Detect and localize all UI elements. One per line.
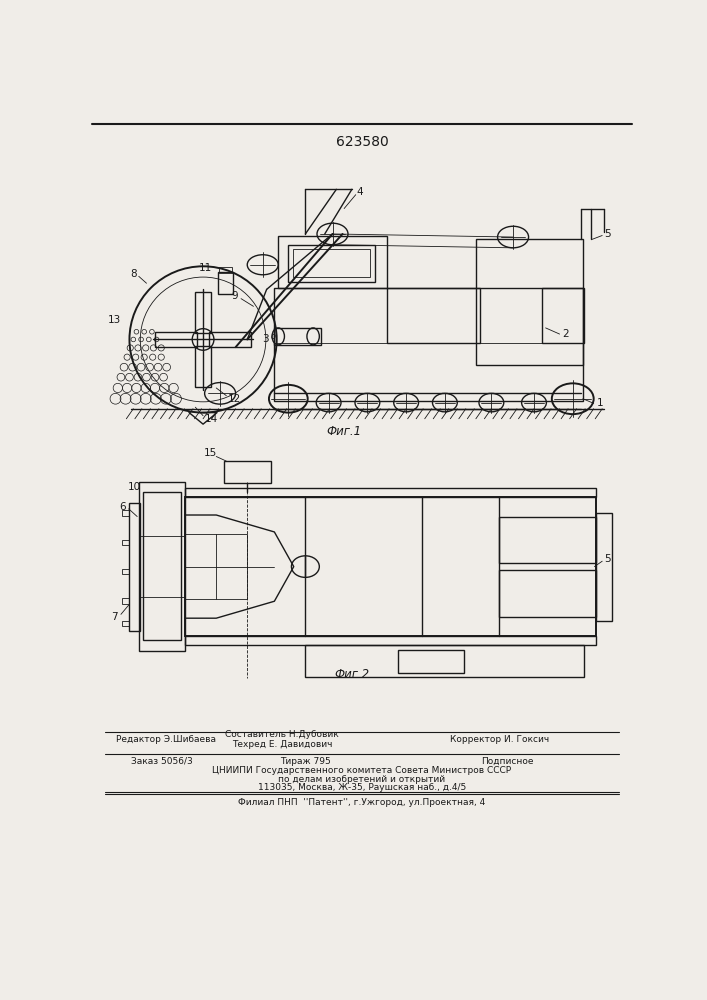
Bar (155, 332, 197, 347)
Text: Фиг.2: Фиг.2 (334, 668, 370, 681)
Bar (185, 497, 596, 636)
Text: 7: 7 (111, 612, 118, 622)
Bar (288, 245, 375, 282)
Text: Подписное: Подписное (481, 757, 533, 766)
Text: по делам изобретений и открытий: по делам изобретений и открытий (279, 775, 445, 784)
Text: 5: 5 (604, 229, 611, 239)
Bar (387, 288, 480, 343)
Bar (499, 570, 596, 617)
Bar (209, 332, 251, 347)
Bar (122, 598, 129, 604)
Bar (185, 534, 247, 599)
Bar (398, 650, 464, 673)
Text: Заказ 5056/3: Заказ 5056/3 (131, 757, 193, 766)
Bar (122, 620, 129, 626)
Bar (185, 488, 596, 497)
Bar (305, 645, 585, 677)
Bar (195, 292, 211, 333)
Text: 623580: 623580 (336, 135, 388, 149)
Text: 9: 9 (231, 291, 238, 301)
Text: 15: 15 (204, 448, 218, 458)
Bar (195, 346, 211, 387)
Text: 4: 4 (356, 187, 363, 197)
Text: 14: 14 (204, 414, 218, 424)
Bar (542, 288, 585, 343)
Bar (129, 503, 139, 631)
Bar (219, 267, 232, 273)
Bar (143, 492, 182, 640)
Text: 12: 12 (228, 394, 241, 404)
Bar (122, 569, 129, 574)
Text: 8: 8 (130, 269, 136, 279)
Bar (596, 513, 612, 620)
Text: 113035, Москва, Ж-35, Раушская наб., д.4/5: 113035, Москва, Ж-35, Раушская наб., д.4… (258, 783, 466, 792)
Bar (139, 482, 185, 651)
Text: Корректор И. Гоксич: Корректор И. Гоксич (450, 735, 549, 744)
Bar (224, 461, 271, 483)
Text: 1: 1 (597, 398, 603, 408)
Bar (185, 636, 596, 645)
Text: ЦНИИПИ Государственного комитета Совета Министров СССР: ЦНИИПИ Государственного комитета Совета … (212, 766, 511, 775)
Text: 6: 6 (119, 502, 126, 512)
Text: 10: 10 (128, 482, 141, 492)
Text: Редактор Э.Шибаева: Редактор Э.Шибаева (115, 735, 216, 744)
Bar (218, 272, 233, 294)
Text: Филиал ПНП  ''Патент'', г.Ужгород, ул.Проектная, 4: Филиал ПНП ''Патент'', г.Ужгород, ул.Про… (238, 798, 486, 807)
Text: Фиг.1: Фиг.1 (327, 425, 362, 438)
Text: 11: 11 (199, 263, 212, 273)
Bar (476, 239, 583, 365)
Bar (274, 328, 321, 345)
Text: Тираж 795: Тираж 795 (280, 757, 331, 766)
Bar (279, 235, 387, 288)
Text: 3: 3 (262, 334, 269, 344)
Bar (293, 249, 370, 277)
Text: Составитель Н.Дубовик: Составитель Н.Дубовик (226, 730, 339, 739)
Text: o: o (270, 332, 276, 341)
Bar (274, 288, 583, 401)
Bar (499, 517, 596, 563)
Text: Техред Е. Давидович: Техред Е. Давидович (232, 740, 332, 749)
Bar (122, 540, 129, 545)
Text: 5: 5 (604, 554, 611, 564)
Text: 2: 2 (563, 329, 569, 339)
Bar (122, 510, 129, 516)
Text: 13: 13 (107, 315, 121, 325)
